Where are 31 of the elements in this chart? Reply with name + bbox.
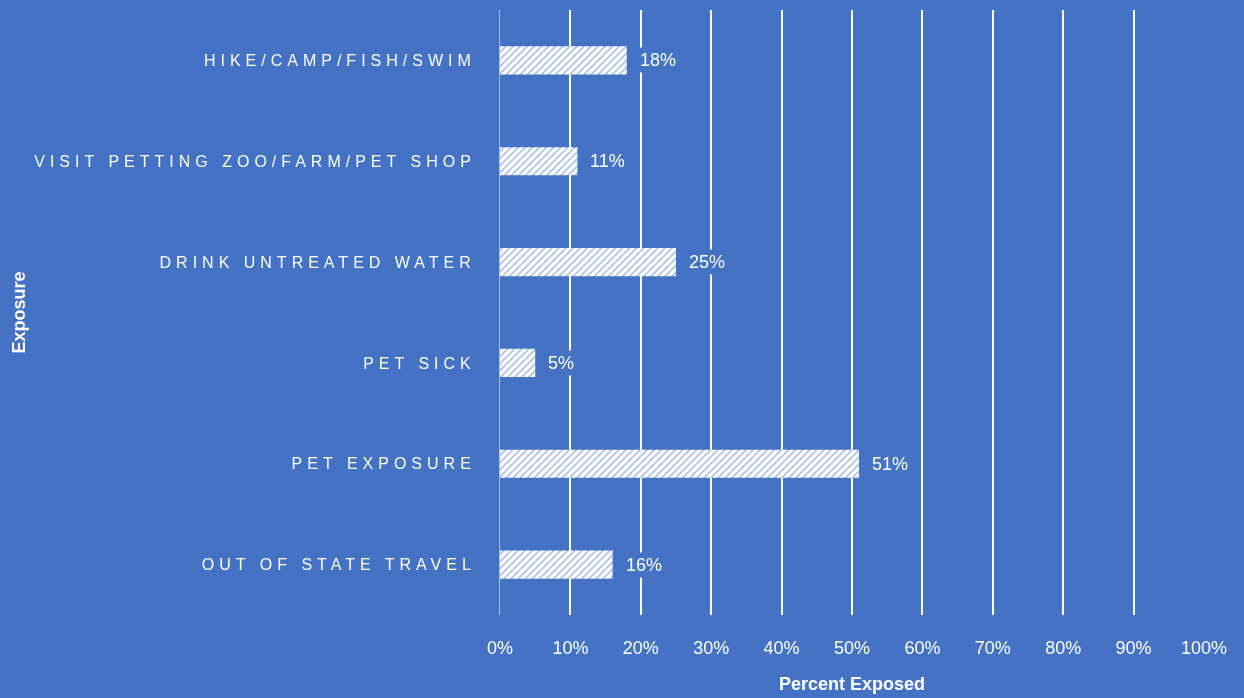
x-axis-title: Percent Exposed [778, 674, 926, 695]
x-tick-label: 30% [693, 638, 730, 658]
data-label: 18% [640, 50, 677, 70]
data-label: 5% [548, 353, 575, 373]
y-axis-title: Exposure [8, 271, 29, 354]
y-tick-label: DRINK UNTREATED WATER [159, 253, 476, 271]
bar [500, 449, 860, 478]
bar [500, 550, 613, 579]
x-tick-label: 20% [622, 638, 659, 658]
data-label: 16% [626, 555, 663, 575]
x-tick-label: 100% [1180, 638, 1228, 658]
x-tick-label: 70% [974, 638, 1011, 658]
y-tick-label: PET SICK [363, 354, 476, 372]
y-tick-label: VISIT PETTING ZOO/FARM/PET SHOP [34, 152, 476, 170]
x-tick-label: 10% [552, 638, 589, 658]
bar [500, 348, 536, 378]
bar [500, 147, 578, 176]
bar [500, 46, 627, 75]
data-label: 11% [590, 151, 625, 171]
x-tick-label: 60% [904, 638, 941, 658]
y-tick-label: HIKE/CAMP/FISH/SWIM [203, 52, 476, 70]
data-label: 25% [689, 252, 726, 272]
y-tick-label: OUT OF STATE TRAVEL [201, 556, 476, 574]
x-tick-label: 50% [833, 638, 871, 658]
y-tick-label: PET EXPOSURE [291, 455, 476, 473]
bar [500, 247, 676, 277]
data-label: 51% [872, 454, 909, 474]
x-tick-label: 0% [486, 638, 514, 658]
x-tick-label: 90% [1115, 638, 1152, 658]
x-tick-label: 40% [763, 638, 800, 658]
x-tick-label: 80% [1045, 638, 1082, 658]
